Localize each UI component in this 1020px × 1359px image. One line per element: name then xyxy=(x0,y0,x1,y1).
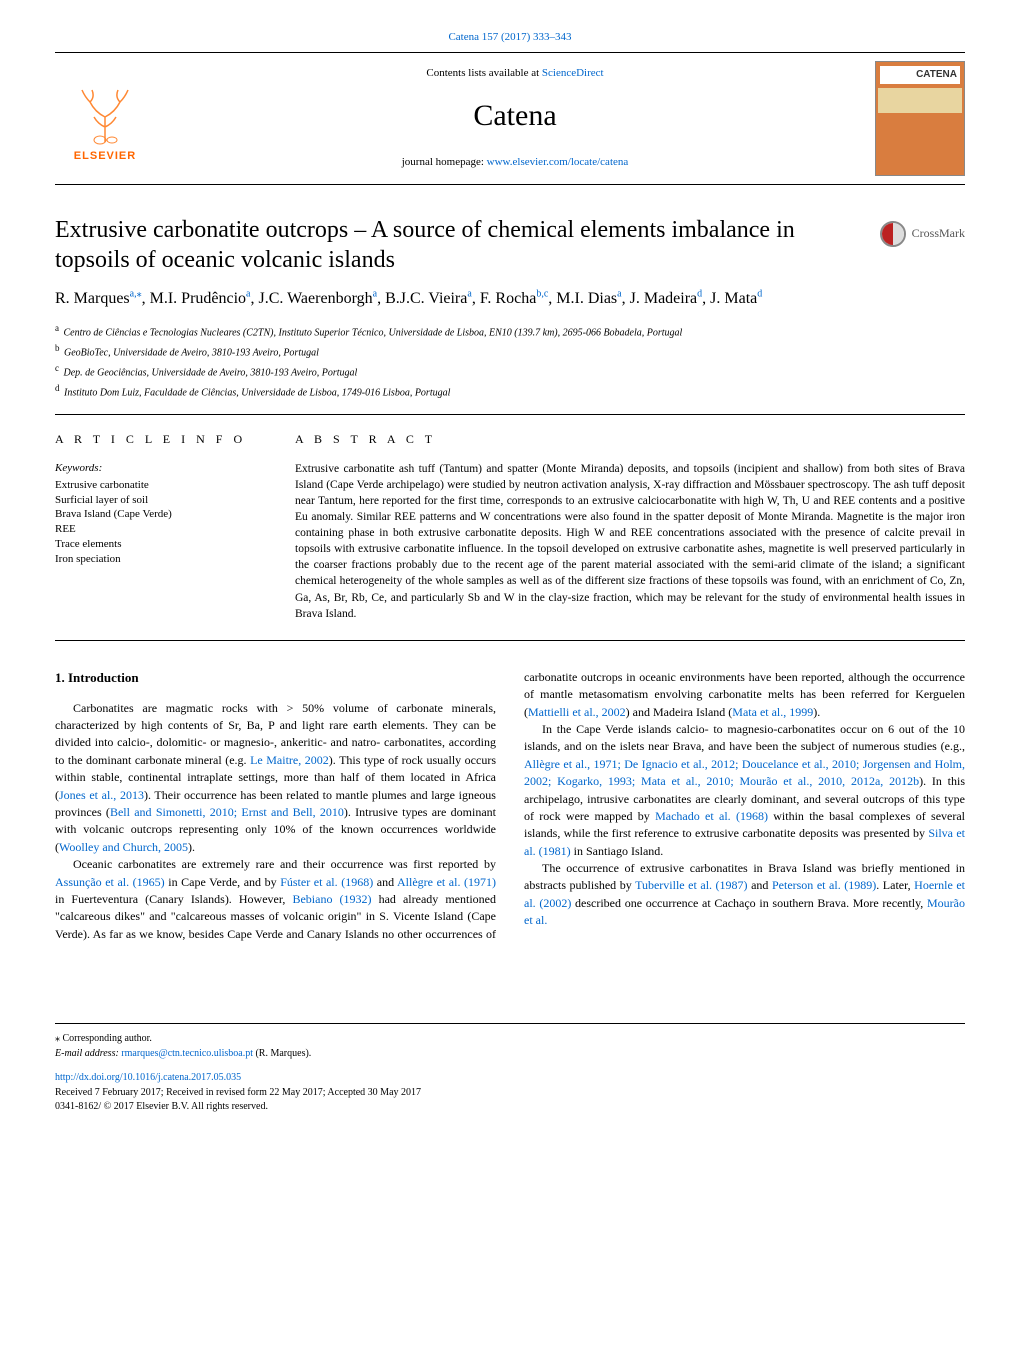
received-dates: Received 7 February 2017; Received in re… xyxy=(55,1086,965,1101)
cover-brand: CATENA xyxy=(880,66,960,85)
email-label: E-mail address: xyxy=(55,1048,121,1059)
ref-link[interactable]: Bell and Simonetti, 2010; Ernst and Bell… xyxy=(110,805,344,819)
ref-link[interactable]: Jones et al., 2013 xyxy=(59,788,144,802)
contents-available-line: Contents lists available at ScienceDirec… xyxy=(175,66,855,82)
affiliations-block: a Centro de Ciências e Tecnologias Nucle… xyxy=(55,322,965,400)
cover-band xyxy=(878,88,962,113)
section-heading-introduction: 1. Introduction xyxy=(55,669,496,688)
abstract-label: A B S T R A C T xyxy=(295,431,965,448)
article-info-label: A R T I C L E I N F O xyxy=(55,431,265,448)
article-body: 1. Introduction Carbonatites are magmati… xyxy=(55,669,965,943)
keyword-item: Trace elements xyxy=(55,537,265,552)
ref-link[interactable]: Woolley and Church, 2005 xyxy=(59,840,188,854)
affiliation-line: a Centro de Ciências e Tecnologias Nucle… xyxy=(55,322,965,341)
copyright-line: 0341-8162/ © 2017 Elsevier B.V. All righ… xyxy=(55,1100,965,1115)
ref-link[interactable]: Fúster et al. (1968) xyxy=(280,875,373,889)
article-title: Extrusive carbonatite outcrops – A sourc… xyxy=(55,215,865,275)
keyword-item: REE xyxy=(55,522,265,537)
ref-link[interactable]: Allègre et al., 1971; De Ignacio et al.,… xyxy=(524,757,965,788)
keyword-item: Extrusive carbonatite xyxy=(55,478,265,493)
abstract-text: Extrusive carbonatite ash tuff (Tantum) … xyxy=(295,461,965,622)
authors-line: R. Marquesa,⁎, M.I. Prudêncioa, J.C. Wae… xyxy=(55,287,965,310)
body-paragraph: The occurrence of extrusive carbonatites… xyxy=(524,860,965,930)
sciencedirect-link[interactable]: ScienceDirect xyxy=(542,67,604,79)
ref-link[interactable]: Mattielli et al., 2002 xyxy=(528,705,626,719)
body-paragraph: Carbonatites are magmatic rocks with > 5… xyxy=(55,700,496,857)
crossmark-icon xyxy=(880,221,906,247)
affiliation-line: b GeoBioTec, Universidade de Aveiro, 381… xyxy=(55,342,965,361)
ref-link[interactable]: Allègre et al. (1971) xyxy=(397,875,496,889)
keyword-item: Iron speciation xyxy=(55,552,265,567)
homepage-prefix: journal homepage: xyxy=(402,156,487,168)
contents-prefix: Contents lists available at xyxy=(426,67,541,79)
ref-link[interactable]: Machado et al. (1968) xyxy=(655,809,768,823)
header-center: Contents lists available at ScienceDirec… xyxy=(155,66,875,171)
crossmark-badge[interactable]: CrossMark xyxy=(880,215,965,247)
elsevier-tree-icon xyxy=(70,82,140,147)
ref-link[interactable]: Peterson et al. (1989) xyxy=(772,878,876,892)
doi-line: http://dx.doi.org/10.1016/j.catena.2017.… xyxy=(55,1071,965,1086)
publisher-name: ELSEVIER xyxy=(74,149,136,165)
article-info-column: A R T I C L E I N F O Keywords: Extrusiv… xyxy=(55,431,265,621)
ref-link[interactable]: Assunção et al. (1965) xyxy=(55,875,165,889)
ref-link[interactable]: Mata et al., 1999 xyxy=(732,705,813,719)
publisher-logo: ELSEVIER xyxy=(55,68,155,168)
email-suffix: (R. Marques). xyxy=(253,1048,311,1059)
journal-header: ELSEVIER Contents lists available at Sci… xyxy=(55,52,965,185)
email-line: E-mail address: rmarques@ctn.tecnico.uli… xyxy=(55,1047,965,1062)
journal-title: Catena xyxy=(175,94,855,138)
abstract-column: A B S T R A C T Extrusive carbonatite as… xyxy=(295,431,965,621)
keyword-item: Surficial layer of soil xyxy=(55,493,265,508)
crossmark-label: CrossMark xyxy=(912,225,965,242)
citation-link[interactable]: Catena 157 (2017) 333–343 xyxy=(448,31,571,43)
ref-link[interactable]: Tuberville et al. (1987) xyxy=(635,878,748,892)
keywords-heading: Keywords: xyxy=(55,461,265,477)
corresponding-author-note: ⁎ Corresponding author. xyxy=(55,1032,965,1047)
journal-homepage-link[interactable]: www.elsevier.com/locate/catena xyxy=(487,156,629,168)
ref-link[interactable]: Le Maitre, 2002 xyxy=(250,753,329,767)
ref-link[interactable]: Bebiano (1932) xyxy=(292,892,371,906)
doi-link[interactable]: http://dx.doi.org/10.1016/j.catena.2017.… xyxy=(55,1072,241,1083)
body-paragraph: In the Cape Verde islands calcio- to mag… xyxy=(524,721,965,860)
keywords-list: Extrusive carbonatiteSurficial layer of … xyxy=(55,478,265,567)
page-footer: ⁎ Corresponding author. E-mail address: … xyxy=(55,1023,965,1115)
affiliation-line: d Instituto Dom Luiz, Faculdade de Ciênc… xyxy=(55,382,965,401)
journal-homepage-line: journal homepage: www.elsevier.com/locat… xyxy=(175,155,855,171)
keyword-item: Brava Island (Cape Verde) xyxy=(55,507,265,522)
page-header-citation: Catena 157 (2017) 333–343 xyxy=(55,30,965,46)
affiliation-line: c Dep. de Geociências, Universidade de A… xyxy=(55,362,965,381)
author-email-link[interactable]: rmarques@ctn.tecnico.ulisboa.pt xyxy=(121,1048,253,1059)
journal-cover-thumbnail: CATENA xyxy=(875,61,965,176)
